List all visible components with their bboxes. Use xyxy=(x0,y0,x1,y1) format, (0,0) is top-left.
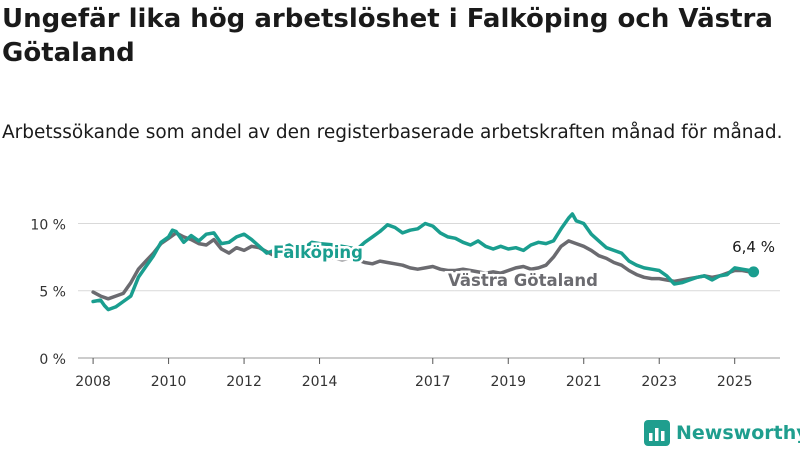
falkoping-series-label: Falköping xyxy=(273,243,363,262)
x-tick-label: 2023 xyxy=(641,374,677,390)
y-tick-label: 10 % xyxy=(30,217,66,233)
x-tick-label: 2021 xyxy=(566,374,602,390)
y-tick-label: 5 % xyxy=(39,285,66,301)
vastra-gotaland-series-label: Västra Götaland xyxy=(448,271,598,290)
x-tick-label: 2025 xyxy=(717,374,753,390)
x-tick-label: 2010 xyxy=(151,374,187,390)
end-value-label: 6,4 % xyxy=(732,238,775,256)
x-tick-label: 2008 xyxy=(75,374,111,390)
y-tick-label: 0 % xyxy=(39,352,66,368)
x-tick-label: 2017 xyxy=(415,374,451,390)
series-lines xyxy=(91,212,760,312)
series-labels: 6,4 % Falköping Västra Götaland xyxy=(271,238,776,293)
newsworthy-icon xyxy=(644,420,670,446)
chart-title: Ungefär lika hög arbetslöshet i Falköpin… xyxy=(2,4,773,68)
y-axis: 0 % 5 % 10 % xyxy=(30,217,66,368)
x-axis: 2008 2010 2012 2014 2017 2019 2021 2023 2025 xyxy=(75,358,753,390)
series-line-falkoping xyxy=(91,212,756,312)
brand-logo: Newsworthy xyxy=(644,420,800,446)
falkoping-end-point xyxy=(748,266,760,278)
x-tick-label: 2012 xyxy=(226,374,262,390)
series-line-vastra-gotaland xyxy=(91,231,752,301)
chart-subtitle: Arbetssökande som andel av den registerb… xyxy=(2,122,783,143)
x-tick-label: 2014 xyxy=(302,374,338,390)
x-tick-label: 2019 xyxy=(490,374,526,390)
brand-name: Newsworthy xyxy=(676,422,800,444)
